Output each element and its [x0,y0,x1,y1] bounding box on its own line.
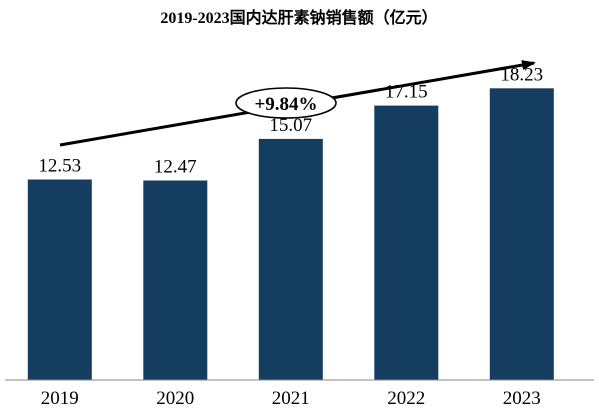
value-label-2020: 12.47 [154,157,197,178]
trend-arrow: +9.84% [59,60,536,147]
x-tick-label-2019: 2019 [41,388,79,409]
bar-2023 [489,88,554,381]
value-label-2021: 15.07 [269,115,312,136]
chart-title: 2019-2023国内达肝素钠销售额（亿元） [160,8,437,27]
bars-layer [27,88,554,381]
bar-2020 [143,180,208,380]
x-tick-label-2021: 2021 [272,388,310,409]
x-tick-label-2023: 2023 [503,388,541,409]
cagr-ellipse [235,87,337,119]
x-tick-label-2020: 2020 [156,388,194,409]
cagr-label: +9.84% [254,94,317,115]
x-tick-labels-layer: 2019 2020 2021 2022 2023 [41,388,541,409]
x-tick-label-2022: 2022 [387,388,425,409]
bar-2022 [374,105,439,380]
value-label-2019: 12.53 [38,156,81,177]
bar-2019 [27,179,92,380]
bar-2021 [258,138,323,380]
